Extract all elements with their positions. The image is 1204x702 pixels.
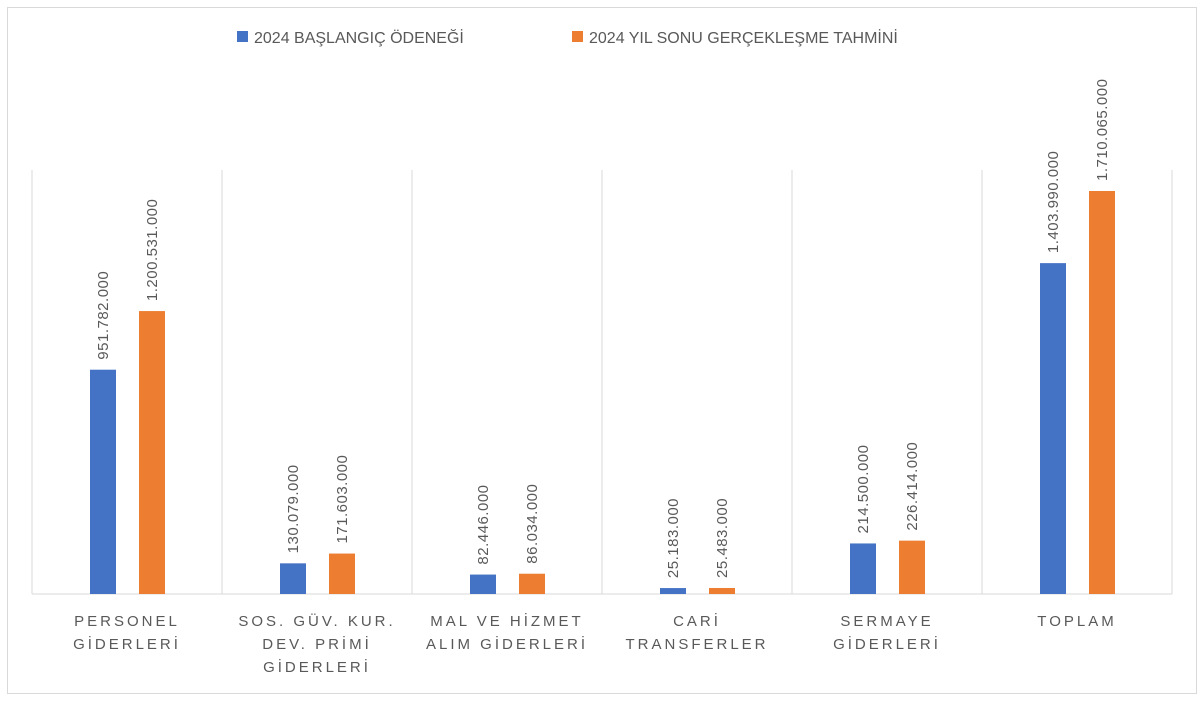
- bar: [90, 369, 116, 594]
- bar: [280, 563, 306, 594]
- data-label: 226.414.000: [904, 442, 921, 531]
- data-label: 25.483.000: [714, 498, 731, 578]
- data-label: 130.079.000: [285, 464, 302, 553]
- bar: [660, 588, 686, 594]
- x-tick-label: SOS. GÜV. KUR. DEV. PRİMİ GİDERLERİ: [238, 613, 396, 676]
- bar: [1040, 263, 1066, 594]
- bar: [139, 311, 165, 594]
- x-tick-label: PERSONEL GİDERLERİ: [73, 613, 181, 653]
- bar: [899, 540, 925, 594]
- data-label: 171.603.000: [334, 455, 351, 544]
- data-label: 82.446.000: [475, 484, 492, 564]
- data-label: 951.782.000: [95, 271, 112, 360]
- legend-label: 2024 BAŞLANGIÇ ÖDENEĞİ: [254, 28, 464, 47]
- x-tick-label: SERMAYE GİDERLERİ: [833, 613, 941, 653]
- x-tick-label: TOPLAM: [1037, 613, 1117, 630]
- bar: [709, 587, 735, 594]
- data-label: 214.500.000: [855, 445, 872, 534]
- data-label: 25.183.000: [665, 498, 682, 578]
- data-label: 1.200.531.000: [144, 199, 161, 301]
- x-tick-label: CARİ TRANSFERLER: [625, 613, 769, 653]
- legend-swatch: [237, 31, 248, 42]
- bar: [470, 574, 496, 594]
- bar: [850, 543, 876, 594]
- bar: [519, 573, 545, 594]
- legend-swatch: [572, 31, 583, 42]
- bar: [329, 553, 355, 594]
- data-label: 1.403.990.000: [1045, 151, 1062, 253]
- x-tick-label: MAL VE HİZMET ALIM GİDERLERİ: [425, 613, 589, 653]
- data-label: 1.710.065.000: [1094, 79, 1111, 181]
- bar: [1089, 191, 1115, 594]
- legend-label: 2024 YIL SONU GERÇEKLEŞME TAHMİNİ: [589, 28, 898, 47]
- data-label: 86.034.000: [524, 484, 541, 564]
